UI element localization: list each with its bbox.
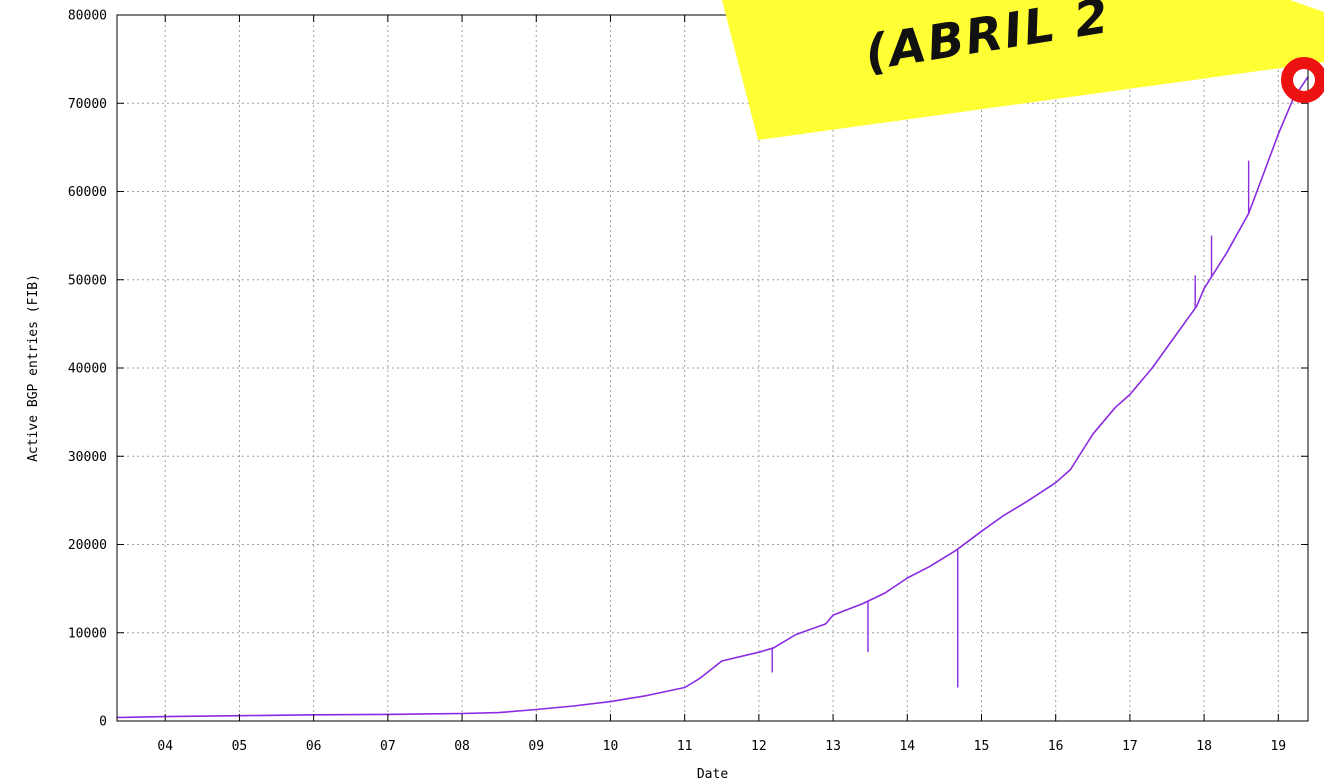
y-tick-label: 10000 — [68, 626, 107, 641]
x-tick-label: 17 — [1122, 739, 1138, 754]
x-tick-label: 05 — [232, 739, 248, 754]
sticky-note-shape — [722, 0, 1324, 140]
y-tick-label: 40000 — [68, 362, 107, 377]
x-tick-label: 18 — [1196, 739, 1212, 754]
x-tick-label: 19 — [1270, 739, 1286, 754]
x-tick-label: 11 — [677, 739, 693, 754]
grid — [117, 15, 1308, 721]
y-tick-label: 20000 — [68, 538, 107, 553]
highlight-circle-marker — [1281, 57, 1324, 103]
x-axis-title: Date — [697, 767, 728, 782]
y-tick-label: 60000 — [68, 185, 107, 200]
x-tick-label: 07 — [380, 739, 396, 754]
y-tick-label: 50000 — [68, 273, 107, 288]
series-line-layer — [116, 76, 1309, 719]
y-axis-title: Active BGP entries (FIB) — [26, 274, 41, 462]
y-tick-label: 0 — [99, 715, 107, 730]
y-tick-label: 70000 — [68, 97, 107, 112]
x-tick-label: 12 — [751, 739, 767, 754]
sticky-note: (ABRIL 2 — [722, 0, 1324, 140]
series-line — [116, 76, 1309, 719]
x-tick-label: 06 — [306, 739, 322, 754]
x-tick-label: 10 — [603, 739, 619, 754]
x-tick-label: 16 — [1048, 739, 1064, 754]
y-tick-label: 30000 — [68, 450, 107, 465]
x-tick-label: 15 — [974, 739, 990, 754]
x-tick-label: 08 — [454, 739, 470, 754]
y-tick-labels: 0 10000 20000 30000 40000 50000 60000 70000 8000… — [68, 9, 107, 730]
x-tick-label: 14 — [899, 739, 915, 754]
x-tick-label: 04 — [157, 739, 173, 754]
x-tick-label: 09 — [528, 739, 544, 754]
y-tick-label: 80000 — [68, 9, 107, 24]
x-tick-labels: 04 05 06 07 08 09 10 11 12 13 14 15 16 17 18 19 — [157, 739, 1286, 754]
x-tick-label: 13 — [825, 739, 841, 754]
